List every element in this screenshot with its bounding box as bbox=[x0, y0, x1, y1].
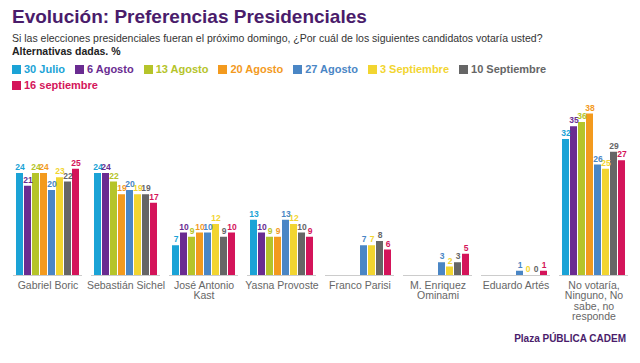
svg-text:12: 12 bbox=[289, 213, 299, 224]
svg-text:12: 12 bbox=[211, 213, 221, 223]
svg-text:No votaría,Ninguno, Nosabe, no: No votaría,Ninguno, Nosabe, noresponde bbox=[565, 279, 624, 323]
svg-text:Yasna Provoste: Yasna Provoste bbox=[245, 279, 319, 291]
svg-text:Gabriel Boric: Gabriel Boric bbox=[18, 279, 79, 291]
svg-text:20: 20 bbox=[47, 179, 57, 189]
svg-text:0: 0 bbox=[534, 264, 539, 274]
svg-text:9: 9 bbox=[222, 226, 227, 236]
svg-text:38: 38 bbox=[585, 103, 595, 113]
svg-text:10: 10 bbox=[257, 222, 267, 232]
svg-text:2: 2 bbox=[448, 256, 453, 266]
svg-text:17: 17 bbox=[149, 192, 159, 202]
svg-text:13: 13 bbox=[281, 209, 291, 219]
svg-text:Sebastián Sichel: Sebastián Sichel bbox=[87, 279, 165, 291]
html-text:13 Agosto: 13 Agosto bbox=[155, 63, 209, 75]
svg-text:3: 3 bbox=[440, 251, 445, 261]
svg-text:M. EnriquezOminami: M. EnriquezOminami bbox=[410, 279, 466, 302]
html-text:Plaza PÚBLICA CADEM: Plaza PÚBLICA CADEM bbox=[514, 333, 626, 344]
html-text:Alternativas dadas. %: Alternativas dadas. % bbox=[12, 45, 121, 57]
svg-text:35: 35 bbox=[569, 115, 579, 126]
svg-text:7: 7 bbox=[174, 234, 179, 244]
svg-text:36: 36 bbox=[577, 111, 587, 122]
svg-text:22: 22 bbox=[109, 171, 119, 181]
html-text:Si las elecciones presidencial: Si las elecciones presidenciales fueran … bbox=[12, 32, 543, 44]
html-text:16 septiembre: 16 septiembre bbox=[24, 79, 98, 91]
svg-text:24: 24 bbox=[31, 162, 41, 173]
svg-text:20: 20 bbox=[125, 179, 135, 190]
svg-text:27: 27 bbox=[617, 149, 627, 159]
svg-text:13: 13 bbox=[249, 209, 259, 219]
svg-text:1: 1 bbox=[542, 260, 547, 270]
svg-text:7: 7 bbox=[370, 234, 375, 244]
html-text:20 Agosto: 20 Agosto bbox=[230, 63, 284, 75]
svg-text:24: 24 bbox=[39, 162, 49, 172]
svg-text:32: 32 bbox=[561, 128, 571, 138]
svg-text:8: 8 bbox=[378, 230, 383, 240]
html-text:19 19: 19 19 bbox=[133, 183, 151, 194]
svg-text:José AntonioKast: José AntonioKast bbox=[174, 279, 234, 302]
svg-text:9: 9 bbox=[276, 226, 281, 236]
svg-text:22: 22 bbox=[63, 171, 73, 181]
svg-text:23: 23 bbox=[55, 166, 65, 177]
svg-text:25: 25 bbox=[71, 158, 81, 168]
html-text:Evolución: Preferencias Presid: Evolución: Preferencias Presidenciales bbox=[12, 6, 367, 27]
svg-text:29: 29 bbox=[609, 141, 619, 151]
html-text:10 Septiembre: 10 Septiembre bbox=[471, 63, 547, 75]
svg-text:10: 10 bbox=[227, 222, 237, 232]
html-text:3 Septiembre: 3 Septiembre bbox=[379, 63, 449, 75]
html-text:24 24: 24 24 bbox=[93, 162, 111, 173]
svg-text:10: 10 bbox=[179, 222, 189, 232]
svg-text:24: 24 bbox=[15, 162, 25, 172]
svg-text:26: 26 bbox=[593, 153, 603, 164]
svg-text:19: 19 bbox=[117, 183, 127, 194]
svg-text:7: 7 bbox=[362, 234, 367, 244]
svg-text:Franco Parisi: Franco Parisi bbox=[329, 279, 391, 291]
svg-text:3: 3 bbox=[456, 251, 461, 261]
svg-text:1: 1 bbox=[518, 260, 523, 270]
html-text:30 Julio: 30 Julio bbox=[24, 63, 65, 75]
svg-text:21: 21 bbox=[23, 175, 33, 185]
html-text:27 Agosto: 27 Agosto bbox=[305, 63, 358, 75]
html-text:10 10: 10 10 bbox=[195, 221, 213, 232]
svg-text:0: 0 bbox=[526, 264, 531, 274]
svg-text:9: 9 bbox=[190, 226, 195, 236]
svg-text:9: 9 bbox=[308, 226, 313, 236]
svg-text:9: 9 bbox=[268, 226, 273, 236]
svg-text:Eduardo Artés: Eduardo Artés bbox=[483, 279, 550, 291]
svg-text:6: 6 bbox=[386, 239, 391, 249]
html-text:6 Agosto: 6 Agosto bbox=[87, 63, 134, 75]
svg-text:5: 5 bbox=[464, 243, 469, 253]
svg-text:10: 10 bbox=[297, 222, 307, 232]
svg-text:25: 25 bbox=[601, 158, 611, 168]
